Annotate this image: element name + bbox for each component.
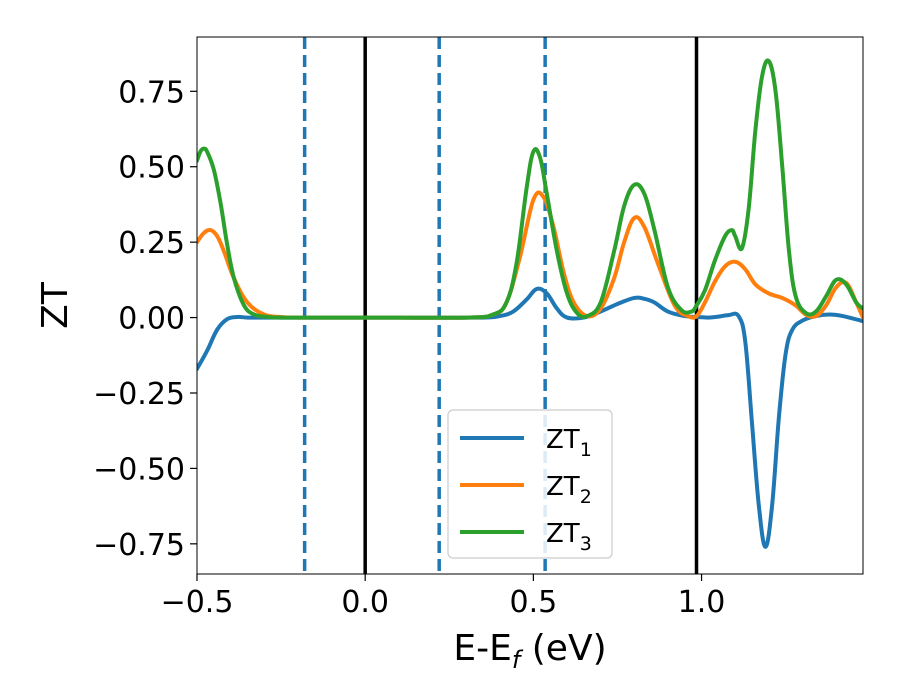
legend-label-zt1: ZT1 <box>546 425 592 461</box>
y-tick-label: 0.75 <box>118 75 185 110</box>
y-tick-label: 0.50 <box>118 151 185 186</box>
series-line-zt2 <box>197 190 863 320</box>
legend-box <box>447 409 613 559</box>
y-axis: 0.75 0.50 0.25 0.00 −0.25 −0.50 −0.75 <box>93 75 197 563</box>
x-tick-label: 0.5 <box>510 585 558 620</box>
x-axis: −0.5 0.0 0.5 1.0 <box>161 574 726 620</box>
y-tick-label: −0.25 <box>93 377 185 412</box>
plot-area-frame <box>196 36 864 575</box>
y-axis-title: ZT <box>35 281 76 329</box>
x-tick-label: −0.5 <box>161 585 234 620</box>
x-tick-label: 0.0 <box>341 585 389 620</box>
y-tick-label: −0.50 <box>93 452 185 487</box>
y-tick-label: 0.00 <box>118 302 185 337</box>
x-axis-title: E-Ef (eV) <box>453 628 606 674</box>
y-tick-label: 0.25 <box>118 226 185 261</box>
legend-label-zt3: ZT3 <box>546 519 592 555</box>
x-tick-label: 1.0 <box>678 585 726 620</box>
legend-label-zt2: ZT2 <box>546 472 592 508</box>
legend: ZT1 ZT2 ZT3 <box>447 409 613 559</box>
series-lines <box>197 58 863 549</box>
y-tick-label: −0.75 <box>93 528 185 563</box>
series-line-zt3 <box>197 58 863 320</box>
